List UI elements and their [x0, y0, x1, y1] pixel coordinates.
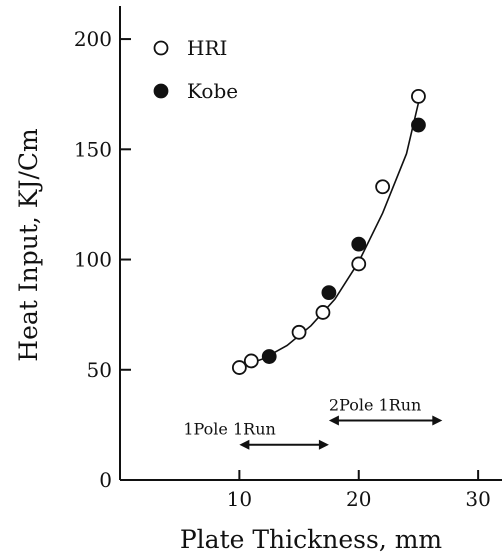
legend-kobe-marker: [153, 83, 169, 99]
kobe-point: [411, 117, 426, 133]
x-tick-label: 30: [465, 487, 490, 511]
plot-area: 0 50 100 150 200 10 20 30 HRI Kobe 1Pole 1Run 2Pole…: [74, 6, 502, 511]
x-axis-label: Plate Thickness, mm: [180, 525, 443, 554]
annotation-arrowhead-left: [239, 439, 250, 450]
hri-point: [243, 353, 259, 369]
y-axis-label: Heat Input, KJ/Cm: [14, 128, 43, 362]
legend-hri-marker: [153, 40, 169, 56]
hri-point: [291, 324, 307, 340]
legend-label: HRI: [187, 36, 227, 60]
hri-point: [231, 360, 247, 375]
x-tick-label: 10: [227, 487, 252, 511]
annotation-arrowhead-right: [432, 415, 443, 426]
hri-point: [411, 88, 426, 104]
annotation-arrowhead-left: [328, 415, 339, 426]
hri-point: [375, 179, 391, 195]
hri-point: [315, 305, 331, 320]
x-tick-label: 20: [346, 487, 371, 511]
legend-label: Kobe: [187, 79, 238, 103]
y-tick-label: 50: [87, 358, 112, 382]
kobe-point: [351, 236, 367, 252]
annotation-label: 2Pole 1Run: [329, 395, 421, 414]
kobe-point: [261, 349, 277, 364]
y-tick-label: 100: [74, 248, 112, 272]
annotation-arrowhead-right: [318, 439, 329, 450]
kobe-point: [321, 285, 337, 301]
y-tick-label: 200: [74, 27, 112, 51]
y-tick-label: 0: [99, 468, 112, 492]
annotation-label: 1Pole 1Run: [183, 420, 275, 439]
fit-curve: [239, 102, 420, 369]
hri-point: [351, 256, 367, 272]
y-tick-label: 150: [74, 137, 112, 161]
